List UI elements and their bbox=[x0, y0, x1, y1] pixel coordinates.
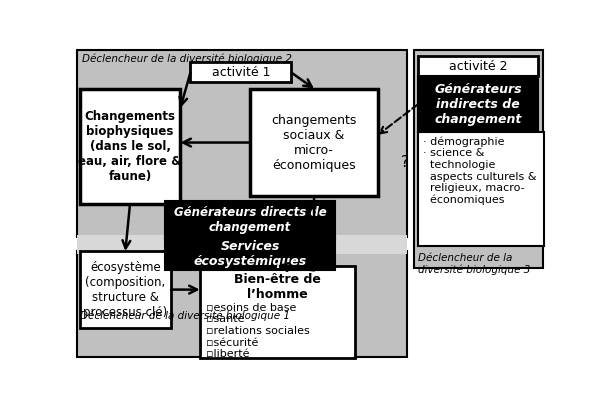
Text: écosystème
(composition,
structure &
processus clé): écosystème (composition, structure & pro… bbox=[83, 260, 167, 319]
Text: Déclencheur de la diversité biologique 1: Déclencheur de la diversité biologique 1 bbox=[81, 310, 290, 321]
Bar bbox=[418, 132, 544, 246]
Text: Déclencheur de la diversité biologique 2: Déclencheur de la diversité biologique 2 bbox=[82, 53, 292, 64]
Bar bbox=[79, 89, 181, 204]
Bar bbox=[79, 251, 171, 328]
Bar bbox=[78, 251, 407, 357]
Text: Bien-être de
l’homme: Bien-être de l’homme bbox=[234, 273, 321, 301]
Text: ?: ? bbox=[401, 155, 409, 170]
Bar bbox=[200, 266, 355, 358]
Text: ▫esoins de base
▫santé
▫relations sociales
▫sécurité
▫liberté: ▫esoins de base ▫santé ▫relations social… bbox=[206, 303, 310, 359]
Text: activité 1: activité 1 bbox=[211, 66, 270, 79]
Bar bbox=[190, 62, 291, 83]
Bar bbox=[165, 238, 335, 271]
Text: Générateurs directs de
changement: Générateurs directs de changement bbox=[174, 206, 327, 234]
Text: Services
écosystémiques: Services écosystémiques bbox=[193, 240, 307, 268]
Bar bbox=[165, 201, 335, 240]
Bar bbox=[418, 76, 538, 132]
Bar bbox=[418, 56, 538, 76]
Text: · démographie
· science &
  technologie
  aspects culturels &
  religieux, macro: · démographie · science & technologie as… bbox=[423, 136, 536, 205]
Bar bbox=[78, 50, 407, 237]
Text: Changements
biophysiques
(dans le sol,
eau, air, flore &
faune): Changements biophysiques (dans le sol, e… bbox=[78, 110, 182, 183]
Bar bbox=[78, 235, 407, 254]
Bar bbox=[415, 50, 543, 268]
Text: activité 2: activité 2 bbox=[449, 60, 508, 73]
Text: changements
sociaux &
micro-
économiques: changements sociaux & micro- économiques bbox=[271, 113, 357, 172]
Text: Générateurs
indirects de
changement: Générateurs indirects de changement bbox=[435, 83, 522, 126]
Text: Déclencheur de la
diversité biologique 3: Déclencheur de la diversité biologique 3 bbox=[418, 253, 530, 275]
Bar bbox=[250, 89, 378, 196]
